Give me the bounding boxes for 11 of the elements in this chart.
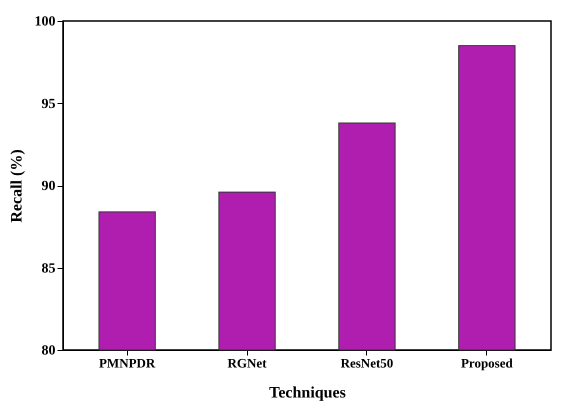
x-tick-label: Proposed [460,356,514,370]
y-tick-label: 85 [42,261,56,276]
x-axis-title: Techniques [269,384,346,402]
y-tick-label: 80 [42,344,56,358]
x-tick-label: PMNPDR [98,356,156,370]
x-tick-label: ResNet50 [340,356,394,370]
x-tick-label: RGNet [228,356,268,370]
y-tick-label: 100 [34,14,56,30]
y-tick-label: 95 [42,96,56,112]
y-tick-label: 90 [42,179,56,194]
y-axis-title: Recall (%) [8,149,26,223]
